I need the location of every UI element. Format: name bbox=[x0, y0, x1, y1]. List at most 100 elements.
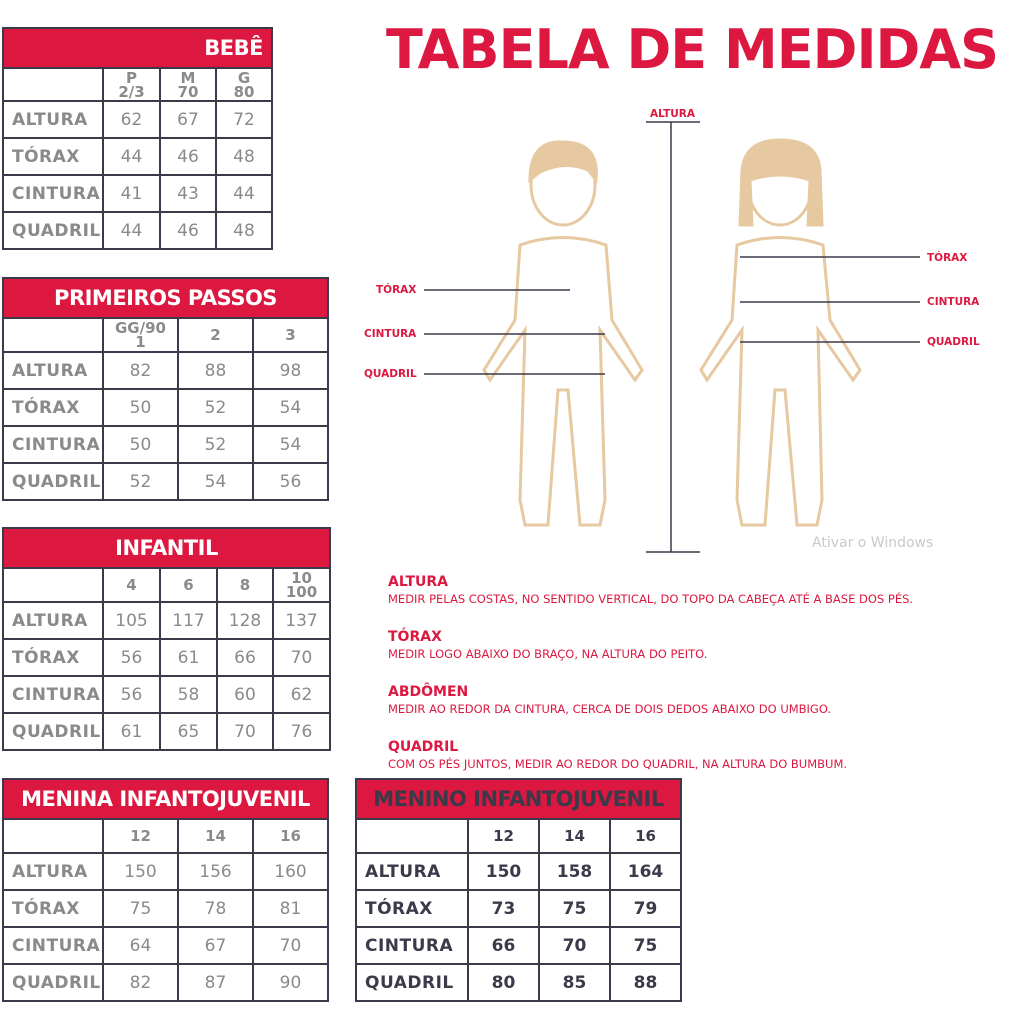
table-title: MENINA INFANTOJUVENIL bbox=[2, 778, 329, 820]
table-cell: 82 bbox=[102, 351, 179, 390]
table-row: CINTURA 50 52 54 bbox=[2, 425, 329, 464]
table-cell: 164 bbox=[609, 852, 682, 891]
table-row: ALTURA 105 117 128 137 bbox=[2, 601, 331, 640]
table-row: QUADRIL 80 85 88 bbox=[355, 963, 682, 1002]
row-label: CINTURA bbox=[355, 926, 469, 965]
table-cell: 52 bbox=[102, 462, 179, 501]
column-header: 14 bbox=[538, 818, 611, 854]
column-header: 2 bbox=[177, 317, 254, 353]
desc-quadril: QUADRIL COM OS PÉS JUNTOS, MEDIR AO REDOR… bbox=[388, 739, 847, 771]
column-header: 3 bbox=[252, 317, 329, 353]
table-cell: 137 bbox=[272, 601, 331, 640]
table-cell: 67 bbox=[159, 100, 217, 139]
table-title: PRIMEIROS PASSOS bbox=[2, 277, 329, 319]
table-row: TÓRAX 75 78 81 bbox=[2, 889, 329, 928]
row-label: QUADRIL bbox=[355, 963, 469, 1002]
table-row: CINTURA 41 43 44 bbox=[2, 174, 273, 213]
table-cell: 50 bbox=[102, 388, 179, 427]
table-title: INFANTIL bbox=[2, 527, 331, 569]
column-header: M 70 bbox=[159, 67, 217, 102]
desc-text: COM OS PÉS JUNTOS, MEDIR AO REDOR DO QUA… bbox=[388, 757, 848, 771]
table-cell: 158 bbox=[538, 852, 611, 891]
table-row: CINTURA 66 70 75 bbox=[355, 926, 682, 965]
table-cell: 50 bbox=[102, 425, 179, 464]
row-label: CINTURA bbox=[2, 174, 104, 213]
column-header: 16 bbox=[252, 818, 329, 854]
table-cell: 52 bbox=[177, 425, 254, 464]
table-cell: 62 bbox=[102, 100, 161, 139]
table-cell: 44 bbox=[215, 174, 273, 213]
table-cell: 156 bbox=[177, 852, 254, 891]
desc-torax: TÓRAX MEDIR LOGO ABAIXO DO BRAÇO, NA ALTU… bbox=[388, 629, 707, 661]
table-cell: 75 bbox=[609, 926, 682, 965]
table-cell: 58 bbox=[159, 675, 218, 714]
desc-text: MEDIR PELAS COSTAS, NO SENTIDO VERTICAL,… bbox=[388, 592, 914, 606]
table-cell: 46 bbox=[159, 211, 217, 250]
desc-text: MEDIR AO REDOR DA CINTURA, CERCA DE DOIS… bbox=[388, 702, 832, 716]
table-cell: 54 bbox=[252, 425, 329, 464]
table-cell: 70 bbox=[272, 638, 331, 677]
table-cell: 73 bbox=[467, 889, 540, 928]
header-empty bbox=[355, 818, 469, 854]
table-cell: 56 bbox=[252, 462, 329, 501]
table-cell: 72 bbox=[215, 100, 273, 139]
label-cintura-girl: CINTURA bbox=[927, 296, 980, 308]
table-cell: 44 bbox=[102, 137, 161, 176]
table-row: TÓRAX 56 61 66 70 bbox=[2, 638, 331, 677]
page-title: TABELA DE MEDIDAS bbox=[386, 18, 999, 81]
watermark: Ativar o Windows bbox=[812, 535, 934, 551]
table-cell: 150 bbox=[102, 852, 179, 891]
table-cell: 65 bbox=[159, 712, 218, 751]
size-table-primeiros-passos: PRIMEIROS PASSOS GG/90 1 2 3 ALTURA 82 88 98 TÓR… bbox=[2, 277, 329, 501]
table-row: TÓRAX 73 75 79 bbox=[355, 889, 682, 928]
desc-text: MEDIR LOGO ABAIXO DO BRAÇO, NA ALTURA DO… bbox=[388, 647, 708, 661]
table-cell: 41 bbox=[102, 174, 161, 213]
table-cell: 46 bbox=[159, 137, 217, 176]
row-label: ALTURA bbox=[2, 601, 104, 640]
table-row: ALTURA 82 88 98 bbox=[2, 351, 329, 390]
measure-lines bbox=[424, 121, 920, 553]
column-header: 6 bbox=[159, 567, 218, 603]
row-label: TÓRAX bbox=[2, 137, 104, 176]
table-cell: 128 bbox=[216, 601, 274, 640]
column-header: P 2/3 bbox=[102, 67, 161, 102]
table-cell: 85 bbox=[538, 963, 611, 1002]
row-label: TÓRAX bbox=[355, 889, 469, 928]
measurement-diagram bbox=[424, 121, 920, 553]
column-header: G 80 bbox=[215, 67, 273, 102]
table-row: QUADRIL 44 46 48 bbox=[2, 211, 273, 250]
table-cell: 56 bbox=[102, 675, 161, 714]
table-cell: 78 bbox=[177, 889, 254, 928]
desc-title: ALTURA bbox=[388, 574, 448, 590]
table-row: TÓRAX 44 46 48 bbox=[2, 137, 273, 176]
table-cell: 70 bbox=[538, 926, 611, 965]
table-cell: 82 bbox=[102, 963, 179, 1002]
row-label: CINTURA bbox=[2, 425, 104, 464]
row-label: CINTURA bbox=[2, 926, 104, 965]
table-cell: 87 bbox=[177, 963, 254, 1002]
table-cell: 80 bbox=[467, 963, 540, 1002]
table-title: BEBÊ bbox=[2, 27, 273, 69]
table-row: CINTURA 56 58 60 62 bbox=[2, 675, 331, 714]
table-row: TÓRAX 50 52 54 bbox=[2, 388, 329, 427]
header-empty bbox=[2, 67, 104, 102]
table-cell: 48 bbox=[215, 137, 273, 176]
table-cell: 75 bbox=[102, 889, 179, 928]
table-row: ALTURA 62 67 72 bbox=[2, 100, 273, 139]
label-quadril-boy: QUADRIL bbox=[364, 368, 417, 380]
table-cell: 62 bbox=[272, 675, 331, 714]
table-cell: 160 bbox=[252, 852, 329, 891]
row-label: QUADRIL bbox=[2, 211, 104, 250]
column-header: 12 bbox=[102, 818, 179, 854]
label-torax-girl: TÓRAX bbox=[927, 252, 968, 264]
label-quadril-girl: QUADRIL bbox=[927, 336, 980, 348]
table-row: QUADRIL 61 65 70 76 bbox=[2, 712, 331, 751]
boy-figure bbox=[482, 140, 644, 527]
column-header: 8 bbox=[216, 567, 274, 603]
table-title: MENINO INFANTOJUVENIL bbox=[355, 778, 682, 820]
table-cell: 52 bbox=[177, 388, 254, 427]
label-cintura-boy: CINTURA bbox=[364, 328, 417, 340]
table-cell: 64 bbox=[102, 926, 179, 965]
row-label: ALTURA bbox=[355, 852, 469, 891]
table-row: QUADRIL 82 87 90 bbox=[2, 963, 329, 1002]
